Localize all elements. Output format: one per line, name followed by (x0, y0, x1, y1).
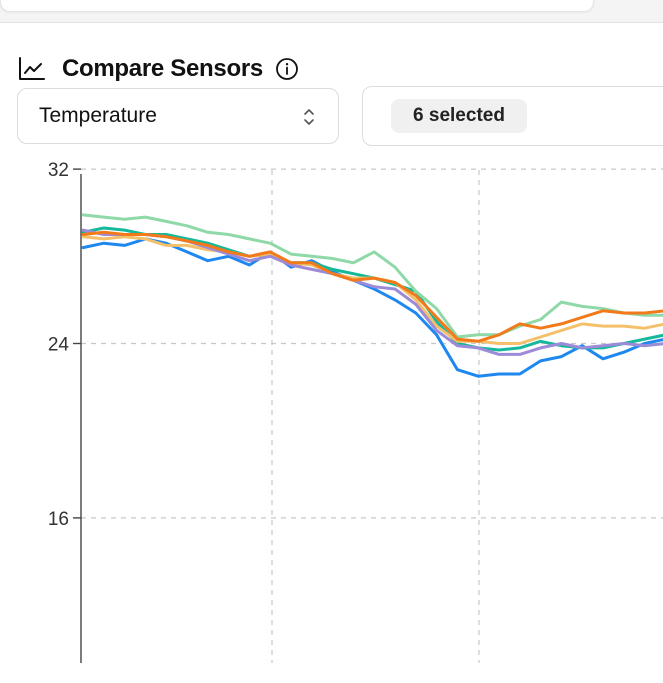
sensor-series-line-5 (81, 228, 663, 356)
selected-count-badge: 6 selected (391, 99, 527, 133)
sensor-multiselect[interactable]: 6 selected (362, 86, 663, 146)
info-icon[interactable] (275, 57, 299, 81)
y-tick-label: 24 (48, 335, 70, 356)
panel-header: Compare Sensors (18, 54, 299, 84)
sensor-series-line-1 (81, 237, 663, 378)
panel-title: Compare Sensors (62, 55, 263, 82)
metric-select[interactable]: Temperature (17, 88, 339, 144)
sensor-series-line-6 (81, 230, 663, 343)
y-tick-label: 16 (48, 509, 69, 530)
line-chart-icon (18, 55, 46, 83)
y-tick-label: 32 (48, 160, 69, 181)
sensor-series-line-3 (81, 213, 663, 339)
sensor-line-chart: 32 24 16 (48, 160, 663, 663)
chevron-up-down-icon (302, 107, 316, 127)
metric-select-value: Temperature (39, 104, 157, 127)
